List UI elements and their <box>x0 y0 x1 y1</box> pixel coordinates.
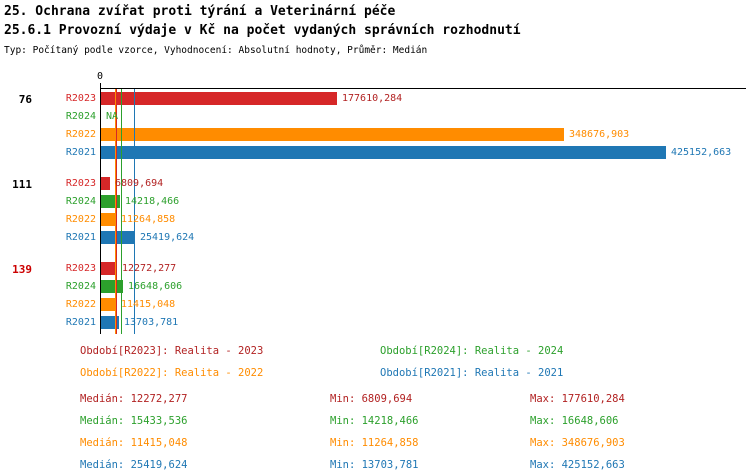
legend-item: Období[R2022]: Realita - 2022 <box>80 367 264 379</box>
stat-min: Min: 6809,694 <box>330 393 413 405</box>
bar-row-label: R2023 <box>65 263 96 274</box>
bar-value-label: 348676,903 <box>569 129 630 140</box>
bar-row-label: R2022 <box>65 299 96 310</box>
bar-row-label: R2024 <box>65 196 96 207</box>
bar-value-label: 177610,284 <box>342 93 403 104</box>
chart-indicator-title: 25.6.1 Provozní výdaje v Kč na počet vyd… <box>4 23 521 38</box>
bar-row-label: R2024 <box>65 281 96 292</box>
bar-value-label: 16648,606 <box>128 281 183 292</box>
bar-row-label: R2021 <box>65 147 96 158</box>
bar <box>101 146 666 159</box>
bar-row-label: R2024 <box>65 111 96 122</box>
bar-value-label: 25419,624 <box>140 232 195 243</box>
median-line-r2024 <box>121 89 122 334</box>
stat-max: Max: 425152,663 <box>530 459 625 471</box>
group-label: 111 <box>12 178 32 191</box>
legend-item: Období[R2021]: Realita - 2021 <box>380 367 564 379</box>
stat-min: Min: 11264,858 <box>330 437 419 449</box>
bar <box>101 213 116 226</box>
stat-max: Max: 177610,284 <box>530 393 625 405</box>
bar-value-label: 14218,466 <box>125 196 180 207</box>
group-label: 139 <box>12 263 32 276</box>
stat-median: Medián: 25419,624 <box>80 459 188 471</box>
bar <box>101 280 123 293</box>
chart-stats: Medián: 12272,277 Min: 6809,694 Max: 17761… <box>0 393 750 473</box>
bar <box>101 177 110 190</box>
stat-min: Min: 13703,781 <box>330 459 419 471</box>
bar-value-label: 12272,277 <box>122 263 177 274</box>
stat-median: Medián: 11415,048 <box>80 437 188 449</box>
legend-item: Období[R2024]: Realita - 2024 <box>380 345 564 357</box>
bar-row-label: R2023 <box>65 93 96 104</box>
group-label: 76 <box>18 93 32 106</box>
bar-value-label: 6809,694 <box>115 178 164 189</box>
legend-item: Období[R2023]: Realita - 2023 <box>80 345 264 357</box>
bar <box>101 195 120 208</box>
y-axis-line <box>100 88 101 334</box>
x-axis-top-line <box>100 88 746 89</box>
zero-tick <box>100 83 101 88</box>
median-line-r2021 <box>134 89 135 334</box>
bar-value-label: 425152,663 <box>671 147 732 158</box>
bar-row-label: R2022 <box>65 129 96 140</box>
bar-row-label: R2022 <box>65 214 96 225</box>
zero-tick-label: 0 <box>96 71 104 82</box>
chart-meta-line: Typ: Počítaný podle vzorce, Vyhodnocení:… <box>4 45 428 56</box>
bar <box>101 92 337 105</box>
chart-legend: Období[R2023]: Realita - 2023 Období[R202… <box>0 345 750 389</box>
median-line-r2022 <box>115 89 116 334</box>
bar-value-label: NA <box>106 111 119 122</box>
bar-row-label: R2023 <box>65 178 96 189</box>
bar <box>101 128 564 141</box>
bar <box>101 316 119 329</box>
bar-value-label: 13703,781 <box>124 317 179 328</box>
stat-min: Min: 14218,466 <box>330 415 419 427</box>
bar-value-label: 11264,858 <box>121 214 176 225</box>
stat-max: Max: 348676,903 <box>530 437 625 449</box>
median-line-r2023 <box>116 89 117 334</box>
stat-max: Max: 16648,606 <box>530 415 619 427</box>
chart-title: 25. Ochrana zvířat proti týrání a Veteri… <box>4 4 396 19</box>
bar <box>101 298 116 311</box>
bar-value-label: 11415,048 <box>121 299 176 310</box>
bar-row-label: R2021 <box>65 232 96 243</box>
stat-median: Medián: 12272,277 <box>80 393 188 405</box>
stat-median: Medián: 15433,536 <box>80 415 188 427</box>
bar <box>101 231 135 244</box>
bar <box>101 262 117 275</box>
bar-row-label: R2021 <box>65 317 96 328</box>
bar-chart: 0 76 R2023 177610,284 R2024 NA R2022 348676,903… <box>0 62 750 344</box>
